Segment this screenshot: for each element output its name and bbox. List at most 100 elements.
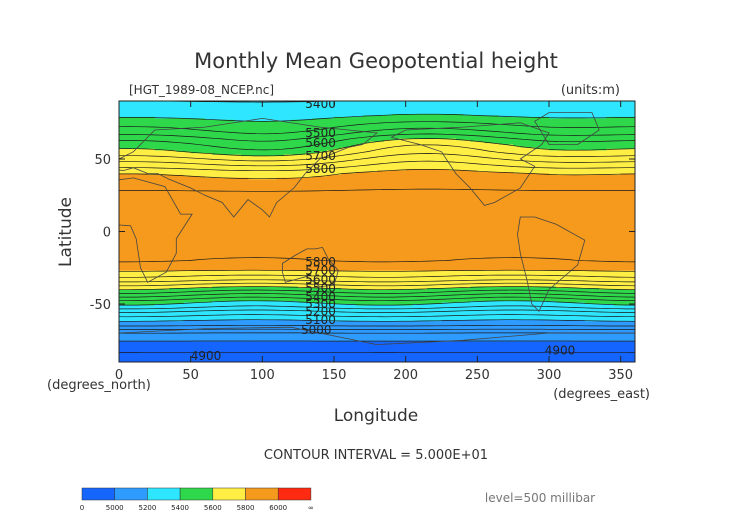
field-cell xyxy=(226,118,235,121)
field-cell xyxy=(147,130,156,133)
field-cell xyxy=(620,179,629,182)
field-cell xyxy=(534,157,543,160)
field-cell xyxy=(341,127,349,130)
field-cell xyxy=(133,144,142,147)
field-cell xyxy=(470,170,478,173)
field-cell xyxy=(183,154,192,157)
field-cell xyxy=(520,141,529,144)
field-cell xyxy=(549,122,557,125)
field-cell xyxy=(606,174,615,177)
field-cell xyxy=(291,135,299,138)
field-cell xyxy=(355,145,364,148)
field-cell xyxy=(606,125,615,128)
field-cell xyxy=(126,105,134,108)
field-cell xyxy=(398,131,407,134)
field-cell xyxy=(556,108,564,111)
field-cell xyxy=(362,128,371,131)
field-cell xyxy=(154,122,163,125)
field-cell xyxy=(269,127,278,130)
field-cell xyxy=(434,176,443,179)
field-cell xyxy=(534,108,543,111)
field-cell xyxy=(140,115,149,118)
field-cell xyxy=(448,164,457,167)
field-cell xyxy=(133,135,142,138)
field-cell xyxy=(226,116,235,119)
field-cell xyxy=(298,131,306,134)
field-cell xyxy=(233,180,242,183)
field-cell xyxy=(606,151,615,154)
field-cell xyxy=(190,118,199,121)
field-cell xyxy=(226,164,235,167)
field-cell xyxy=(627,118,635,121)
field-cell xyxy=(563,170,572,173)
field-cell xyxy=(362,173,371,176)
field-cell xyxy=(592,141,600,144)
field-cell xyxy=(190,153,199,156)
field-cell xyxy=(312,143,321,146)
field-cell xyxy=(412,177,421,180)
field-cell xyxy=(534,109,543,112)
field-cell xyxy=(520,182,529,185)
field-cell xyxy=(606,103,615,106)
field-cell xyxy=(527,116,536,119)
field-cell xyxy=(341,131,349,134)
field-cell xyxy=(463,140,471,143)
field-cell xyxy=(556,137,564,140)
field-cell xyxy=(434,116,443,119)
field-cell xyxy=(248,166,256,169)
field-cell xyxy=(262,159,271,162)
field-cell xyxy=(549,106,557,109)
field-cell xyxy=(126,141,134,144)
field-cell xyxy=(398,108,407,111)
field-cell xyxy=(276,128,285,131)
field-cell xyxy=(291,167,299,170)
field-cell xyxy=(305,173,314,176)
field-cell xyxy=(491,105,500,108)
field-cell xyxy=(420,130,428,133)
field-cell xyxy=(162,160,170,163)
field-cell xyxy=(355,127,364,130)
field-cell xyxy=(197,164,206,167)
field-cell xyxy=(513,167,521,170)
field-cell xyxy=(291,157,299,160)
field-cell xyxy=(513,166,521,169)
field-cell xyxy=(205,177,213,180)
field-cell xyxy=(448,156,457,159)
field-cell xyxy=(154,154,163,157)
field-cell xyxy=(484,114,493,117)
field-cell xyxy=(441,115,450,118)
field-cell xyxy=(477,109,486,112)
field-cell xyxy=(205,164,213,167)
field-cell xyxy=(341,176,349,179)
field-cell xyxy=(627,137,635,140)
field-cell xyxy=(212,173,220,176)
field-cell xyxy=(455,116,464,119)
field-cell xyxy=(420,166,428,169)
field-cell xyxy=(140,102,149,105)
field-cell xyxy=(434,153,443,156)
field-cell xyxy=(570,172,579,175)
field-cell xyxy=(584,180,593,183)
field-cell xyxy=(305,159,314,162)
field-cell xyxy=(455,180,464,183)
field-cell xyxy=(556,170,564,173)
field-cell xyxy=(147,151,156,154)
field-cell xyxy=(441,103,450,106)
field-cell xyxy=(491,102,500,105)
field-cell xyxy=(498,161,507,164)
field-cell xyxy=(312,134,321,137)
field-cell xyxy=(326,160,335,163)
field-cell xyxy=(584,169,593,172)
field-cell xyxy=(147,118,156,121)
field-cell xyxy=(362,179,371,182)
field-cell xyxy=(491,164,500,167)
field-cell xyxy=(541,176,550,179)
field-cell xyxy=(248,159,256,162)
field-cell xyxy=(255,172,263,175)
field-cell xyxy=(190,122,199,125)
field-cell xyxy=(169,111,177,114)
field-cell xyxy=(477,164,486,167)
field-cell xyxy=(570,166,579,169)
field-cell xyxy=(326,106,335,109)
field-cell xyxy=(613,141,622,144)
